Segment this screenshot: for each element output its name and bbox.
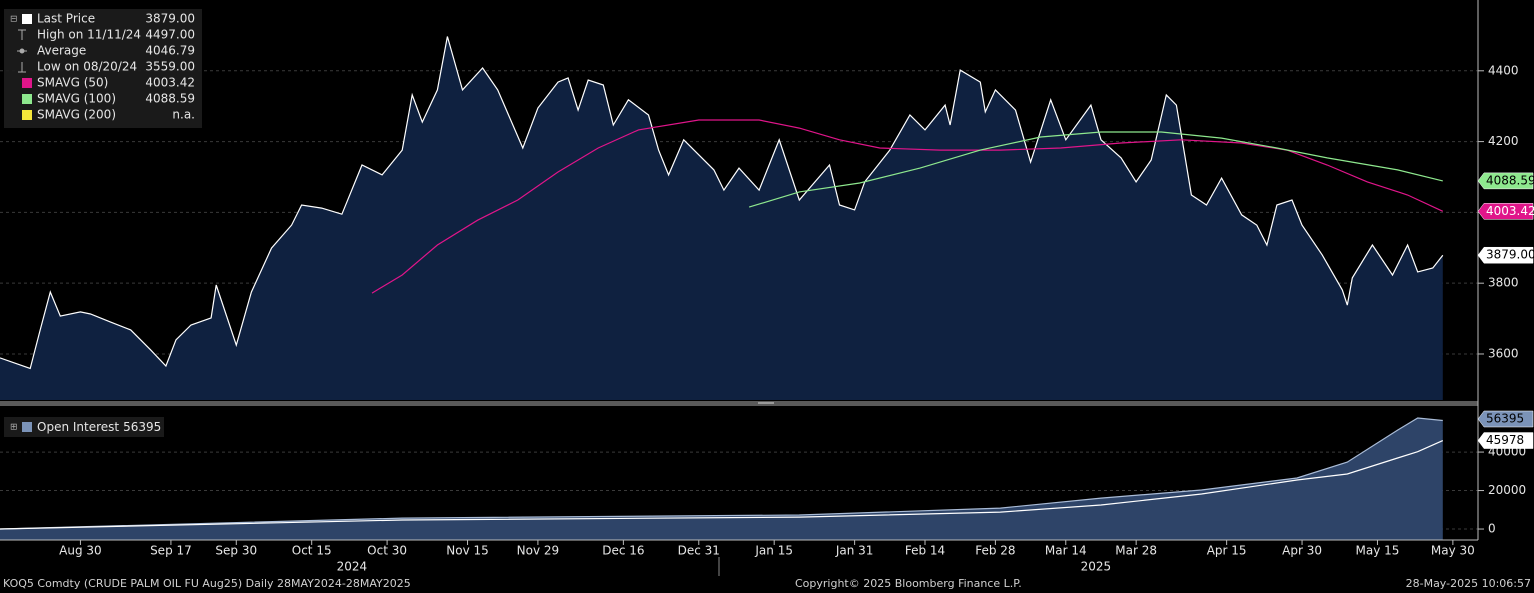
area	[0, 36, 1443, 400]
line	[748, 131, 1443, 208]
oi-legend-box	[4, 417, 164, 437]
area	[0, 418, 1443, 540]
legend-value: 3559.00	[145, 60, 195, 74]
x-tick-label: Sep 17	[150, 544, 192, 558]
legend-label: Last Price	[37, 12, 95, 26]
line	[0, 417, 1443, 530]
last-price-tag: 3879.00	[1486, 248, 1534, 262]
x-tick-label: Sep 30	[215, 544, 257, 558]
legend-swatch	[22, 422, 32, 432]
legend-label: Average	[37, 44, 86, 58]
x-tick-label: Dec 31	[678, 544, 720, 558]
year-label: 2024	[337, 560, 368, 574]
plot-layer	[0, 36, 1478, 540]
x-tick-label: Apr 15	[1207, 544, 1247, 558]
legend-value: 4088.59	[145, 92, 195, 106]
legend-value: 4046.79	[145, 44, 195, 58]
x-tick-label: May 15	[1356, 544, 1400, 558]
y-tick-label: 20000	[1488, 483, 1526, 497]
oi-tag-bg	[1477, 410, 1534, 428]
x-tick-label: Dec 16	[602, 544, 644, 558]
line	[0, 36, 1444, 370]
y-tick-label: 0	[1488, 522, 1496, 536]
legend-label: Open Interest 56395	[37, 420, 161, 434]
y-tick-label: 3800	[1488, 276, 1519, 290]
legend-label: SMAVG (200)	[37, 108, 116, 122]
last-price-tag-bg	[1477, 246, 1534, 264]
line	[371, 119, 1444, 294]
y-tick-label: 3600	[1488, 346, 1519, 360]
legend-swatch	[22, 94, 32, 104]
x-tick-label: Jan 31	[835, 544, 874, 558]
oi-tag: 56395	[1486, 412, 1524, 426]
sma50-tag: 4003.42	[1486, 204, 1534, 218]
security-label: KOQ5 Comdty (CRUDE PALM OIL FU Aug25) Da…	[3, 577, 411, 590]
legend-box	[4, 9, 202, 128]
x-tick-label: Oct 15	[292, 544, 332, 558]
legend-label: Low on 08/20/24	[37, 60, 137, 74]
sma100-tag: 4088.59	[1486, 173, 1534, 187]
x-tick-label: Feb 28	[975, 544, 1015, 558]
y-tick-label: 4200	[1488, 134, 1519, 148]
legend-swatch	[22, 78, 32, 88]
year-label: 2025	[1081, 560, 1112, 574]
line	[0, 440, 1444, 530]
legend-value: n.a.	[172, 108, 195, 122]
legend-value: 4003.42	[145, 76, 195, 90]
sma50-tag-bg	[1477, 203, 1534, 220]
legend-value: 4497.00	[145, 28, 195, 42]
legend-value: 56395	[123, 420, 161, 434]
legend-swatch	[22, 110, 32, 120]
legend-swatch	[22, 14, 32, 24]
stat-icons	[17, 29, 27, 73]
oi-line-tag-bg	[1477, 432, 1534, 449]
x-tick-label: Nov 29	[517, 544, 560, 558]
collapse-icon: ⊞	[10, 423, 18, 433]
x-tick-label: Mar 28	[1115, 544, 1157, 558]
x-tick-label: May 30	[1431, 544, 1475, 558]
timestamp: 28-May-2025 10:06:57	[1406, 577, 1531, 590]
divider-handle	[758, 402, 774, 404]
panel-divider	[0, 401, 1478, 406]
copyright: Copyright© 2025 Bloomberg Finance L.P.	[795, 577, 1022, 590]
x-tick-label: Jan 15	[754, 544, 793, 558]
collapse-icon: ⊟	[10, 15, 18, 25]
x-tick-label: Feb 14	[905, 544, 945, 558]
legend-value: 3879.00	[145, 12, 195, 26]
oi-line-tag: 45978	[1486, 433, 1524, 447]
x-tick-label: Nov 15	[446, 544, 489, 558]
legend-label: SMAVG (100)	[37, 92, 116, 106]
y-tick-label: 4400	[1488, 63, 1519, 77]
x-tick-label: Aug 30	[59, 544, 102, 558]
text-layer: 3600380040004200440002000040000Last Pric…	[22, 12, 1534, 574]
legend-label: High on 11/11/24	[37, 28, 141, 42]
legend-name: Open Interest	[37, 420, 119, 434]
x-tick-label: Apr 30	[1282, 544, 1322, 558]
sma100-tag-bg	[1477, 172, 1534, 190]
x-tick-label: Mar 14	[1045, 544, 1087, 558]
x-tick-label: Oct 30	[367, 544, 407, 558]
legend-label: SMAVG (50)	[37, 76, 108, 90]
